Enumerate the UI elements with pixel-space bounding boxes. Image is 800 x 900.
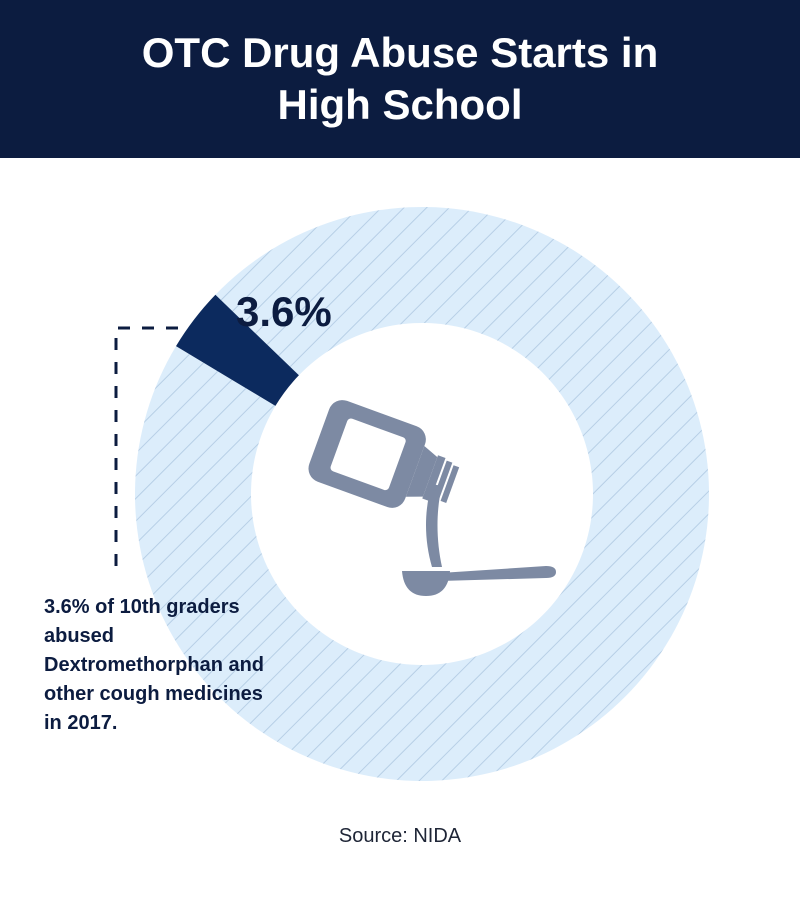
donut-slice-highlight bbox=[175, 294, 299, 406]
annotation-text: 3.6% of 10th graders abused Dextromethor… bbox=[44, 596, 265, 734]
donut-slice-remainder bbox=[135, 206, 710, 781]
header-banner: OTC Drug Abuse Starts in High School bbox=[0, 0, 800, 158]
slice-value-label: 3.6% bbox=[236, 288, 332, 335]
cough-syrup-icon bbox=[308, 400, 556, 596]
page-title: OTC Drug Abuse Starts in High School bbox=[141, 29, 659, 128]
source-credit: Source: NIDA bbox=[338, 825, 462, 847]
